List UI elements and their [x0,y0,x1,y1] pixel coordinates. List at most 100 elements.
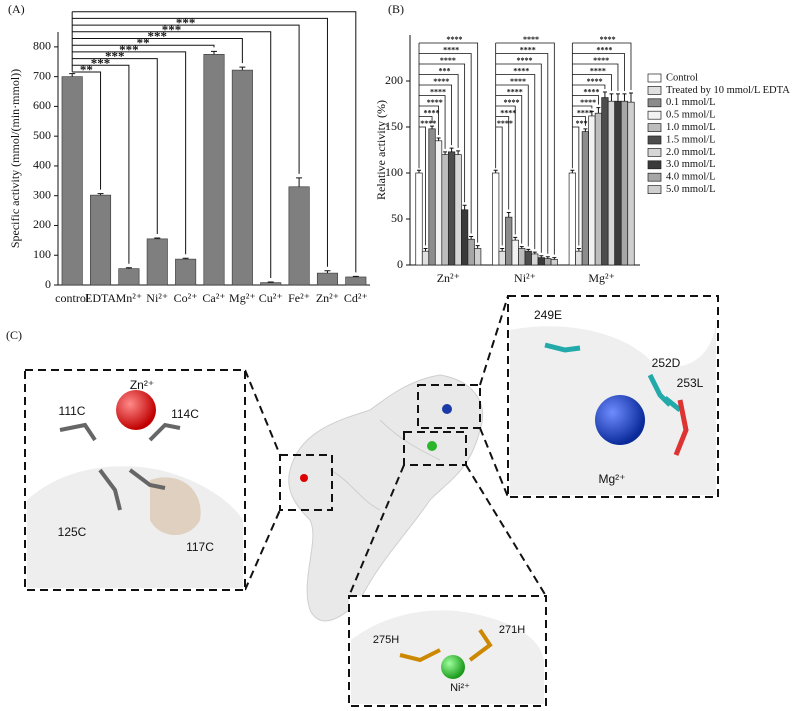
error-bar [539,255,544,258]
ion [427,441,437,451]
significance-label: **** [523,35,539,44]
legend-swatch [647,148,662,157]
significance-bracket [495,63,542,253]
residue [399,628,493,663]
legend-label: 4.0 mmol/L [666,172,716,183]
significance-bracket [572,74,612,91]
legend-label: Treated by 10 mmol/L EDTA [666,85,790,96]
error-bar [500,247,505,252]
residue-label: 275H [373,634,399,646]
significance-label: **** [420,119,436,128]
bar [434,140,443,266]
x-tick-label: EDTA [85,291,116,305]
x-tick-label: Cu²⁺ [259,291,283,305]
significance-bracket [572,63,619,91]
panel-label: (C) [6,328,22,342]
connector [244,369,281,456]
panel-label: (A) [8,2,25,16]
legend-swatch [647,172,662,182]
error-bar [211,50,217,55]
bar [544,258,552,266]
error-bar [239,66,246,71]
significance-label: **** [593,56,609,65]
error-bar [449,147,454,152]
significance-label: **** [577,108,593,117]
x-tick-label: Ni²⁺ [514,271,536,285]
error-bar [324,270,331,274]
significance-bracket [495,126,503,246]
bar [415,172,423,266]
error-bar [430,125,435,129]
zoom-box [403,431,467,466]
bar [614,100,622,266]
error-bar [69,73,76,77]
significance-bracket [495,95,523,244]
legend-label: 1.5 mmol/L [666,134,716,145]
significance-bracket [72,44,215,48]
legend-label: 0.5 mmol/L [666,110,716,121]
legend-swatch [647,160,662,170]
bar [581,131,589,266]
legend-label: 2.0 mmol/L [666,147,716,158]
significance-bracket [419,95,446,149]
ion-label: Ni²⁺ [450,682,470,694]
error-bar [352,275,359,277]
bar [518,248,526,266]
significance-label: **** [503,98,519,107]
error-bar [125,267,132,269]
significance-label: **** [433,77,449,86]
x-tick-label: Zn²⁺ [437,271,460,285]
error-bar [576,247,581,252]
error-bar [443,151,448,155]
error-bar [615,93,620,102]
x-tick-label: Mg²⁺ [229,291,256,305]
ribbon [150,477,201,535]
legend-swatch [647,110,662,120]
bar [421,250,430,266]
error-bar [628,92,633,103]
significance-label: **** [427,98,443,107]
residue-label: 271H [499,624,525,636]
significance-label: **** [590,66,606,75]
significance-label: **** [500,108,516,117]
bar [90,194,112,286]
y-tick-label: 0 [45,277,51,291]
significance-label: **** [424,108,440,117]
significance-label: **** [587,77,603,86]
bar [175,258,197,286]
y-tick-label: 800 [33,39,51,53]
x-tick-label: control [55,291,90,305]
bar [316,272,338,286]
bar [288,186,310,286]
legend-label: 1.0 mmol/L [666,122,716,133]
x-tick-label: Ca²⁺ [202,291,225,305]
error-bar [182,257,189,260]
charts: (A) Specific activity (mmol/(min·mmol)) 0 1… [8,2,790,305]
significance-bracket [495,84,529,247]
bar [461,209,469,266]
x-tick-label: Mg²⁺ [588,271,615,285]
x-tick-label: Zn²⁺ [316,291,339,305]
bar [627,101,635,266]
error-bar [423,247,428,252]
residue-label: 249E [534,308,562,322]
bar [441,154,449,266]
significance-label: **** [440,56,456,65]
significance-label: **** [443,45,459,54]
y-tick-label: 150 [385,119,403,133]
residue-label: 125C [58,525,87,539]
protein [329,419,441,511]
connector [479,427,509,498]
legend-swatch [647,185,662,194]
bar [498,250,506,266]
significance-bracket [419,53,472,234]
y-tick-label: 700 [33,68,51,82]
significance-label: **** [513,66,529,75]
zn-ion [116,390,156,430]
bar [601,97,609,266]
significance-bracket [572,105,593,109]
significance-label: **** [583,87,599,96]
bar [575,250,583,266]
y-axis-label: Specific activity (mmol/(min·mmol)) [8,69,22,248]
significance-bracket [495,53,549,254]
